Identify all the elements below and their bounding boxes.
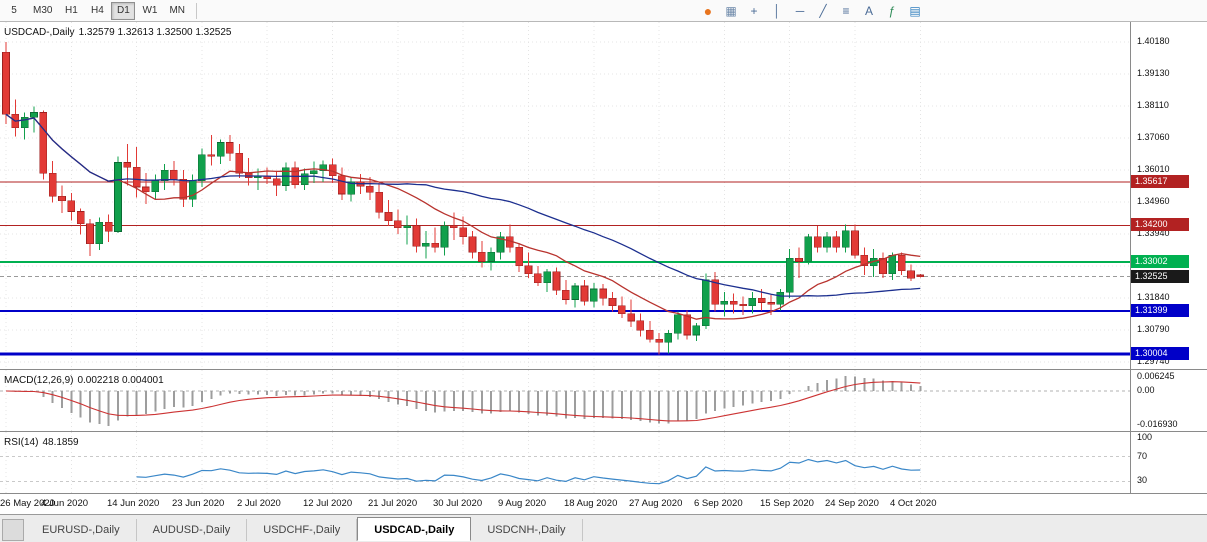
date-tick-label: 6 Sep 2020 (694, 498, 743, 509)
tab-eurusd-daily[interactable]: EURUSD-,Daily (26, 519, 137, 541)
current-price-badge: 1.32525 (1131, 270, 1189, 283)
tabbar-list-icon[interactable] (2, 519, 24, 541)
macd-chart[interactable] (0, 370, 1130, 432)
rsi-value: 48.1859 (42, 437, 79, 448)
chart-symbol-label: USDCAD-,Daily (4, 27, 75, 38)
level-price-badge: 1.30004 (1131, 347, 1189, 360)
price-axis-label: 1.39130 (1137, 68, 1170, 78)
vertical-line-icon[interactable]: │ (773, 4, 781, 18)
timeframe-d1-button[interactable]: D1 (111, 1, 136, 20)
date-tick-label: 4 Oct 2020 (890, 498, 937, 509)
rsi-title: RSI(14) 48.1859 (4, 437, 79, 448)
date-tick-label: 12 Jul 2020 (303, 498, 353, 509)
tab-usdcad-daily[interactable]: USDCAD-,Daily (357, 517, 472, 541)
date-tick-label: 21 Jul 2020 (368, 498, 418, 509)
macd-values: 0.002218 0.004001 (77, 375, 164, 386)
price-axis-label: 1.33940 (1137, 228, 1170, 238)
price-axis-label: 1.30790 (1137, 324, 1170, 334)
tab-usdcnh-daily[interactable]: USDCNH-,Daily (471, 519, 583, 541)
date-tick-label: 18 Aug 2020 (564, 498, 618, 509)
date-axis[interactable]: 26 May 2020 4 Jun 2020 14 Jun 2020 23 Jun 2… (0, 493, 1207, 514)
rsi-scale-30: 30 (1137, 475, 1148, 485)
price-scale[interactable]: 1.40180 1.39130 1.38110 1.37060 1.36010 1.349… (1130, 22, 1207, 369)
timeframe-m5-button[interactable]: 5 (2, 2, 26, 20)
trend-line-icon[interactable]: ╱ (819, 4, 827, 18)
date-tick-label: 9 Aug 2020 (498, 498, 547, 509)
date-tick-label: 24 Sep 2020 (825, 498, 879, 509)
macd-name-label: MACD(12,26,9) (4, 375, 74, 386)
macd-scale: 0.006245 0.00 -0.016930 (1130, 370, 1207, 431)
horizontal-line-icon[interactable]: ─ (795, 4, 805, 18)
price-axis-label: 1.38110 (1137, 100, 1169, 110)
chart-ohlc-values: 1.32579 1.32613 1.32500 1.32525 (78, 27, 232, 38)
rsi-chart[interactable] (0, 432, 1130, 494)
tab-audusd-daily[interactable]: AUDUSD-,Daily (137, 519, 248, 541)
level-price-badge: 1.31399 (1131, 304, 1189, 317)
date-tick-label: 14 Jun 2020 (107, 498, 160, 509)
price-axis-label: 1.31840 (1137, 292, 1170, 302)
chart-window-icon[interactable]: ▤ (909, 4, 921, 18)
price-axis-label: 1.37060 (1137, 132, 1170, 142)
level-price-badge: 1.35617 (1131, 175, 1189, 188)
date-tick-label: 15 Sep 2020 (760, 498, 814, 509)
app-logo-icon[interactable]: ● (703, 3, 713, 19)
main-chart-panel: USDCAD-,Daily 1.32579 1.32613 1.32500 1.3… (0, 22, 1207, 369)
toolbar-separator (196, 2, 198, 19)
rsi-scale-70: 70 (1137, 451, 1148, 461)
rsi-scale-100: 100 (1137, 432, 1153, 442)
macd-scale-zero: 0.00 (1137, 385, 1155, 395)
timeframe-m30-button[interactable]: M30 (28, 2, 57, 20)
tab-usdchf-daily[interactable]: USDCHF-,Daily (247, 519, 358, 541)
rsi-panel: RSI(14) 48.1859 100 70 30 (0, 431, 1207, 494)
rsi-name-label: RSI(14) (4, 437, 39, 448)
date-tick-label: 27 Aug 2020 (629, 498, 683, 509)
timeframe-h4-button[interactable]: H4 (85, 2, 109, 20)
price-axis-label: 1.40180 (1137, 36, 1170, 46)
level-price-badge: 1.34200 (1131, 218, 1189, 231)
price-axis-label: 1.36010 (1137, 164, 1170, 174)
price-chart[interactable] (0, 22, 1130, 369)
date-tick-label: 30 Jul 2020 (433, 498, 483, 509)
timeframe-h1-button[interactable]: H1 (59, 2, 83, 20)
date-tick-label: 2 Jul 2020 (237, 498, 281, 509)
date-tick-label: 23 Jun 2020 (172, 498, 225, 509)
indicators-icon[interactable]: ƒ (888, 4, 896, 18)
rsi-scale: 100 70 30 (1130, 432, 1207, 493)
macd-scale-max: 0.006245 (1137, 371, 1175, 381)
macd-panel: MACD(12,26,9) 0.002218 0.004001 0.006245 0… (0, 369, 1207, 432)
macd-scale-min: -0.016930 (1137, 419, 1178, 429)
crosshair-icon[interactable]: + (750, 4, 758, 18)
tile-windows-icon[interactable]: ▦ (725, 4, 737, 18)
timeframe-mn-button[interactable]: MN (164, 2, 190, 20)
chart-title: USDCAD-,Daily 1.32579 1.32613 1.32500 1.3… (4, 27, 232, 38)
timeframe-group: 5 M30 H1 H4 D1 W1 MN (0, 0, 202, 21)
macd-title: MACD(12,26,9) 0.002218 0.004001 (4, 375, 164, 386)
fibonacci-icon[interactable]: ≡ (842, 4, 850, 18)
price-axis-label: 1.34960 (1137, 196, 1170, 206)
price-axis-label: 1.29740 (1137, 356, 1170, 366)
date-tick-label: 4 Jun 2020 (41, 498, 89, 509)
text-label-icon[interactable]: A (864, 4, 873, 18)
date-tick-label: 26 May 2020 (0, 498, 55, 509)
level-price-badge: 1.33002 (1131, 255, 1189, 268)
chart-tabbar: EURUSD-,Daily AUDUSD-,Daily USDCHF-,Dail… (0, 514, 1207, 542)
timeframe-w1-button[interactable]: W1 (137, 2, 162, 20)
